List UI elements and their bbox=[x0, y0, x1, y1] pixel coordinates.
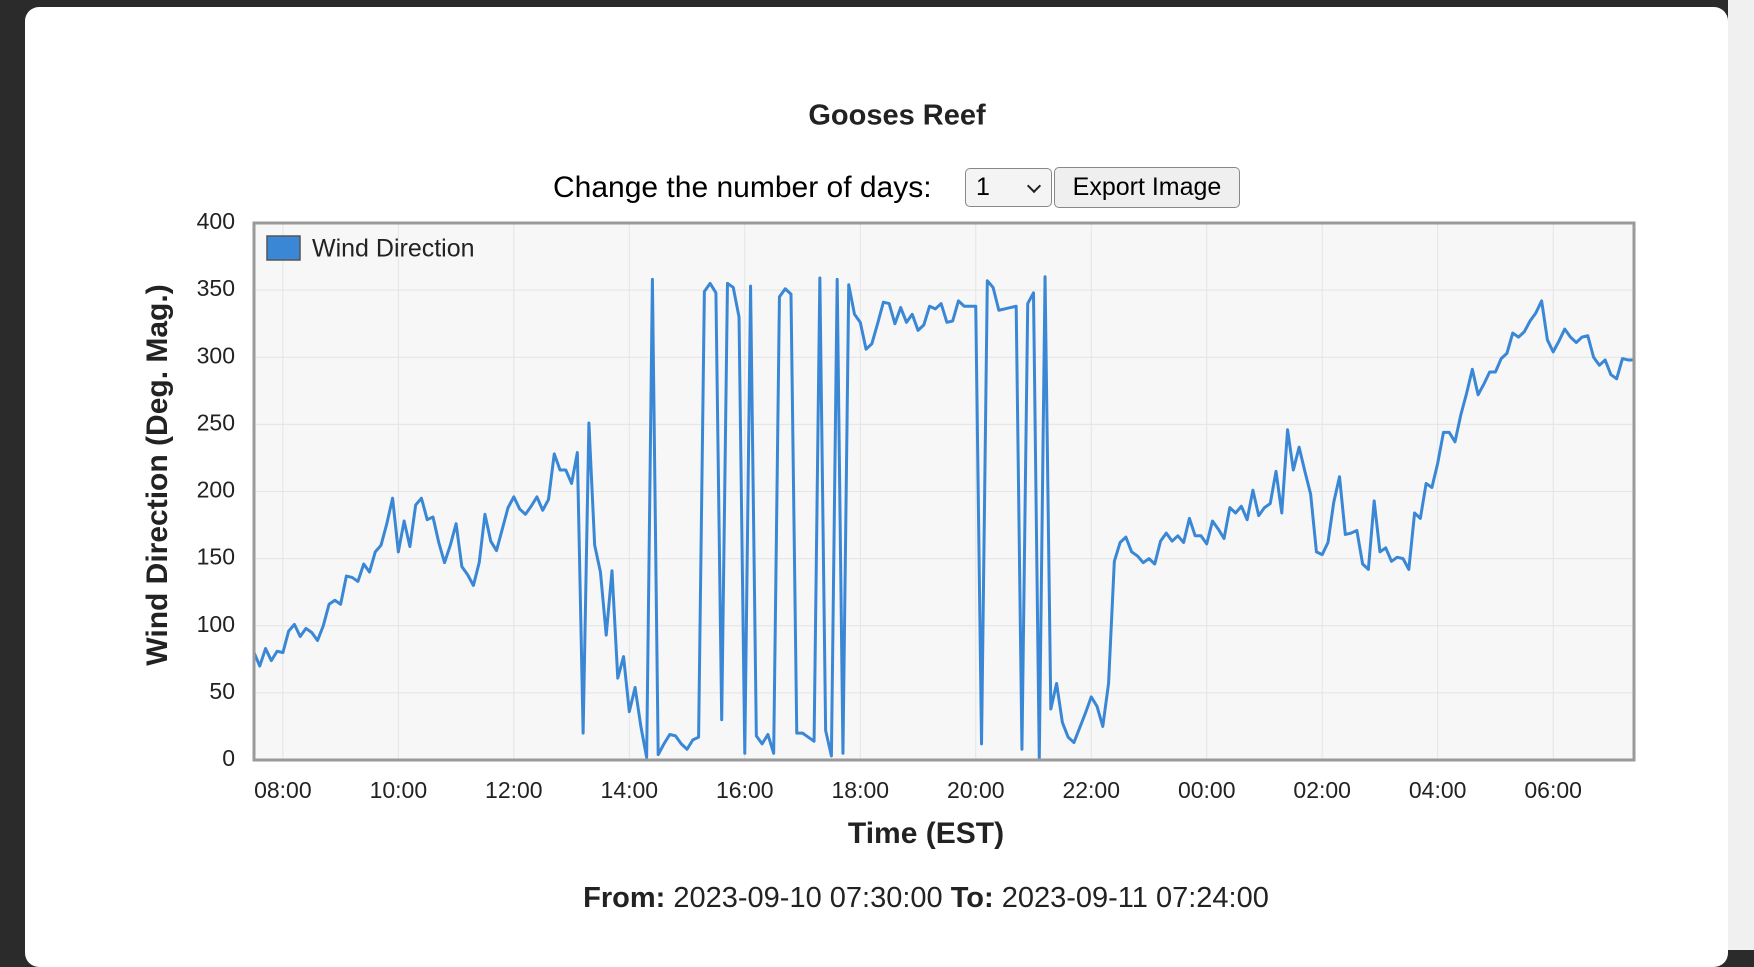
x-tick-label: 02:00 bbox=[1293, 777, 1351, 803]
y-tick-label: 300 bbox=[197, 342, 235, 368]
x-tick-label: 14:00 bbox=[601, 777, 659, 803]
y-tick-label: 50 bbox=[209, 678, 235, 704]
export-button[interactable]: Export Image bbox=[1054, 167, 1240, 208]
y-tick-label: 350 bbox=[197, 275, 235, 301]
background-page bbox=[1728, 0, 1754, 950]
legend-label: Wind Direction bbox=[312, 235, 475, 263]
y-tick-label: 250 bbox=[197, 409, 235, 435]
from-label: From: bbox=[583, 882, 665, 914]
y-tick-label: 100 bbox=[197, 611, 235, 637]
x-tick-label: 12:00 bbox=[485, 777, 543, 803]
chart-title: Gooses Reef bbox=[808, 100, 986, 132]
x-tick-label: 08:00 bbox=[254, 777, 312, 803]
x-axis-label: Time (EST) bbox=[848, 817, 1004, 850]
y-tick-label: 200 bbox=[197, 477, 235, 503]
y-axis-label: Wind Direction (Deg. Mag.) bbox=[141, 284, 174, 665]
x-tick-label: 20:00 bbox=[947, 777, 1005, 803]
y-tick-label: 0 bbox=[222, 745, 235, 771]
x-tick-label: 00:00 bbox=[1178, 777, 1236, 803]
from-date: 2023-09-10 07:30:00 bbox=[673, 882, 942, 914]
x-tick-label: 22:00 bbox=[1062, 777, 1120, 803]
y-tick-label: 150 bbox=[197, 544, 235, 570]
data-line bbox=[252, 275, 1634, 761]
days-select[interactable]: 1 bbox=[965, 168, 1052, 207]
days-label: Change the number of days: bbox=[553, 171, 932, 204]
x-tick-label: 18:00 bbox=[831, 777, 889, 803]
to-date: 2023-09-11 07:24:00 bbox=[1002, 882, 1269, 914]
y-tick-label: 400 bbox=[197, 208, 235, 234]
to-label: To: bbox=[951, 882, 994, 914]
legend-swatch bbox=[266, 235, 301, 261]
x-tick-label: 04:00 bbox=[1409, 777, 1467, 803]
plot-border bbox=[252, 221, 1636, 762]
x-tick-label: 16:00 bbox=[716, 777, 774, 803]
x-tick-label: 10:00 bbox=[370, 777, 428, 803]
x-tick-label: 06:00 bbox=[1524, 777, 1582, 803]
range-text: From: 2023-09-10 07:30:00 To: 2023-09-11… bbox=[583, 882, 1269, 914]
